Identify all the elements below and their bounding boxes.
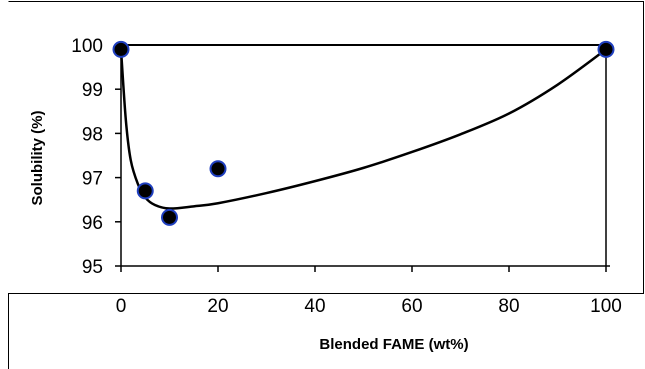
x-axis-title: Blended FAME (wt%) — [319, 336, 468, 353]
data-point — [136, 182, 154, 200]
data-point — [209, 160, 227, 178]
x-tick-label: 100 — [590, 296, 622, 317]
x-axis-ticks: 0 20 40 60 80 100 — [116, 266, 622, 317]
y-tick-label: 99 — [82, 80, 103, 101]
x-tick-label: 40 — [304, 296, 325, 317]
y-axis-ticks: 95 96 97 98 99 100 — [71, 36, 121, 278]
chart-frame — [8, 1, 644, 369]
data-point — [112, 40, 130, 58]
y-axis-title: Solubility (%) — [29, 111, 46, 206]
data-points — [112, 40, 615, 226]
x-tick-label: 60 — [401, 296, 422, 317]
x-tick-label: 20 — [207, 296, 228, 317]
x-tick-label: 0 — [116, 296, 127, 317]
trend-curve — [119, 48, 607, 210]
y-tick-label: 98 — [82, 124, 103, 145]
y-tick-label: 97 — [82, 169, 103, 190]
y-tick-label: 100 — [71, 36, 103, 57]
y-tick-label: 96 — [82, 213, 103, 234]
data-point — [161, 208, 178, 226]
x-tick-label: 80 — [498, 296, 519, 317]
data-point — [597, 40, 615, 58]
y-tick-label: 95 — [82, 257, 103, 278]
